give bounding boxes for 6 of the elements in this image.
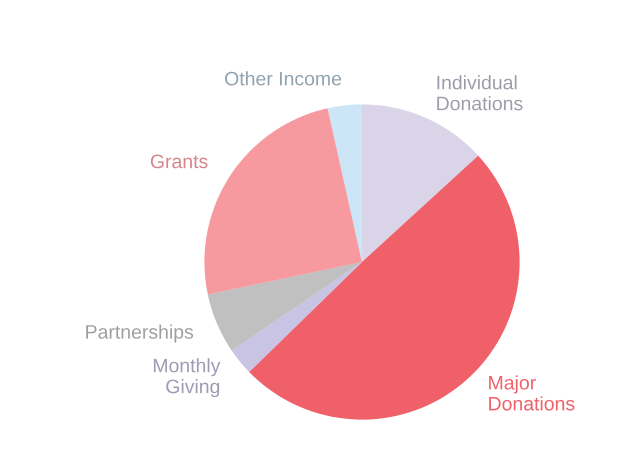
slice-label: Grants xyxy=(150,154,208,168)
slice-label: Major Donations xyxy=(489,375,574,411)
slice-label: Partnerships xyxy=(86,324,194,343)
slice-label: Monthly Giving xyxy=(154,358,220,398)
slice-label: Other Income xyxy=(225,71,342,86)
slice-label: Individual Donations xyxy=(437,75,523,110)
